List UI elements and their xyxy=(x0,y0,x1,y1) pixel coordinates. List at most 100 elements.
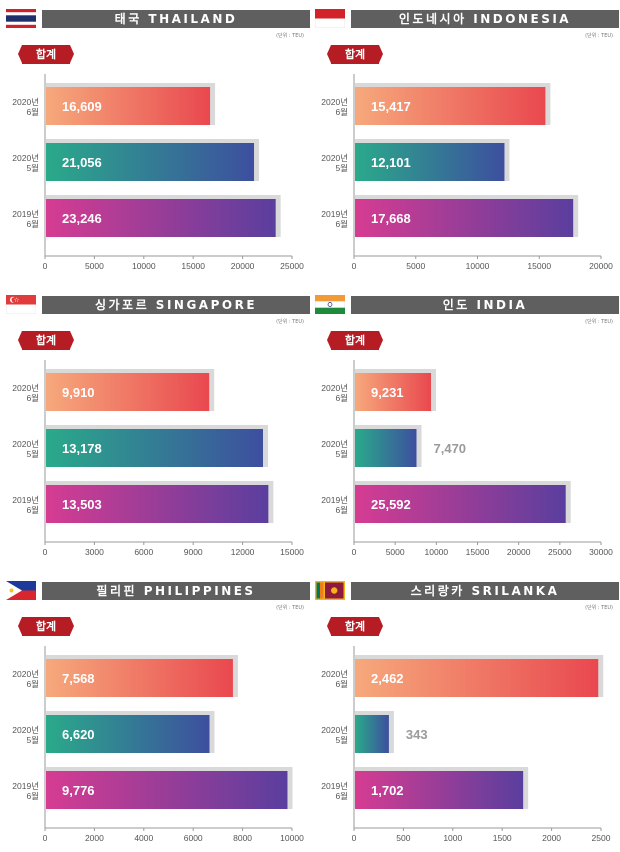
x-tick-label: 0 xyxy=(43,547,48,557)
data-label: 23,246 xyxy=(62,211,102,226)
x-tick-label: 2000 xyxy=(542,833,561,843)
bar xyxy=(46,771,288,809)
x-tick-label: 4000 xyxy=(134,833,153,843)
sum-tag: 합계 xyxy=(327,45,383,64)
x-tick-label: 6000 xyxy=(134,547,153,557)
panel-india: 인도 INDIA (단위 : TEU) 합계 0 5000 10000 15000 20… xyxy=(313,286,619,566)
data-label: 9,910 xyxy=(62,385,95,400)
bar xyxy=(355,429,417,467)
bar xyxy=(46,373,210,411)
panel-indonesia: 인도네시아 INDONESIA (단위 : TEU) 합계 0 5000 10000… xyxy=(313,0,619,280)
bar xyxy=(355,715,389,753)
x-tick-label: 6000 xyxy=(184,833,203,843)
category-label: 2019년 6월 xyxy=(12,495,39,515)
x-tick-label: 0 xyxy=(43,261,48,271)
data-label: 16,609 xyxy=(62,99,102,114)
singapore-bar-chart: 0 3000 6000 9000 12000 15000 2020년 6월 9,910 2020년… xyxy=(12,360,304,557)
sum-tag: 합계 xyxy=(327,331,383,350)
data-label: 13,503 xyxy=(62,497,102,512)
category-label: 2020년 6월 xyxy=(12,669,39,689)
chart-title: 인도네시아 INDONESIA xyxy=(351,10,619,28)
singapore-flag-icon xyxy=(6,295,36,314)
category-label: 2019년 6월 xyxy=(321,781,348,801)
panel-thailand: 태국 THAILAND (단위 : TEU) 합계 0 5000 10000 1500… xyxy=(4,0,310,280)
sum-tag: 합계 xyxy=(18,45,74,64)
bar xyxy=(355,87,546,125)
x-tick-label: 5000 xyxy=(85,261,104,271)
x-tick-label: 10000 xyxy=(132,261,156,271)
category-label: 2020년 5월 xyxy=(12,153,39,173)
category-label: 2020년 5월 xyxy=(321,439,348,459)
bar xyxy=(46,485,269,523)
category-label: 2019년 6월 xyxy=(12,781,39,801)
thailand-flag-icon xyxy=(6,9,36,28)
x-tick-label: 1000 xyxy=(443,833,462,843)
x-tick-label: 2000 xyxy=(85,833,104,843)
chart-title: 싱가포르 SINGAPORE xyxy=(42,296,310,314)
bar xyxy=(46,87,211,125)
category-label: 2020년 6월 xyxy=(12,383,39,403)
india-flag-icon xyxy=(315,295,345,314)
x-tick-label: 8000 xyxy=(233,833,252,843)
chart-title: 필리핀 PHILIPPINES xyxy=(42,582,310,600)
data-label: 7,470 xyxy=(434,441,467,456)
x-tick-label: 20000 xyxy=(589,261,613,271)
x-tick-label: 5000 xyxy=(386,547,405,557)
indonesia-flag-icon xyxy=(315,9,345,28)
bar xyxy=(46,143,255,181)
x-tick-label: 15000 xyxy=(466,547,490,557)
bar xyxy=(355,199,574,237)
sum-tag: 합계 xyxy=(18,331,74,350)
data-label: 1,702 xyxy=(371,783,404,798)
sum-tag: 합계 xyxy=(18,617,74,636)
panel-singapore: 싱가포르 SINGAPORE (단위 : TEU) 합계 0 3000 6000 90… xyxy=(4,286,310,566)
x-tick-label: 2500 xyxy=(592,833,611,843)
bar xyxy=(355,143,505,181)
category-label: 2020년 5월 xyxy=(12,439,39,459)
category-label: 2019년 6월 xyxy=(12,209,39,229)
x-tick-label: 0 xyxy=(43,833,48,843)
panel-philippines: 필리핀 PHILIPPINES (단위 : TEU) 합계 0 2000 4000 6… xyxy=(4,572,310,852)
bar xyxy=(46,429,263,467)
unit-label: (단위 : TEU) xyxy=(276,319,304,325)
x-tick-label: 9000 xyxy=(184,547,203,557)
data-label: 15,417 xyxy=(371,99,411,114)
x-tick-label: 10000 xyxy=(280,833,304,843)
bar xyxy=(46,199,276,237)
panel-srilanka: 스리랑카 SRILANKA (단위 : TEU) 합계 0 500 1000 1500… xyxy=(313,572,619,852)
category-label: 2019년 6월 xyxy=(321,495,348,515)
x-tick-label: 25000 xyxy=(548,547,572,557)
data-label: 13,178 xyxy=(62,441,102,456)
x-tick-label: 3000 xyxy=(85,547,104,557)
category-label: 2020년 5월 xyxy=(321,153,348,173)
unit-label: (단위 : TEU) xyxy=(276,33,304,39)
data-label: 17,668 xyxy=(371,211,411,226)
x-tick-label: 10000 xyxy=(466,261,490,271)
sum-tag: 합계 xyxy=(327,617,383,636)
x-tick-label: 15000 xyxy=(181,261,205,271)
data-label: 7,568 xyxy=(62,671,95,686)
unit-label: (단위 : TEU) xyxy=(276,605,304,611)
data-label: 25,592 xyxy=(371,497,411,512)
bar xyxy=(355,485,566,523)
india-bar-chart: 0 5000 10000 15000 20000 25000 30000 2020년 6월 9,2… xyxy=(321,360,613,557)
x-tick-label: 25000 xyxy=(280,261,304,271)
indonesia-bar-chart: 0 5000 10000 15000 20000 2020년 6월 15,417 2020년 5월… xyxy=(321,74,613,271)
data-label: 9,231 xyxy=(371,385,404,400)
category-label: 2020년 5월 xyxy=(321,725,348,745)
chart-title: 태국 THAILAND xyxy=(42,10,310,28)
x-tick-label: 15000 xyxy=(527,261,551,271)
chart-title: 인도 INDIA xyxy=(351,296,619,314)
category-label: 2020년 6월 xyxy=(12,97,39,117)
category-label: 2020년 6월 xyxy=(321,97,348,117)
chart-title: 스리랑카 SRILANKA xyxy=(351,582,619,600)
x-tick-label: 30000 xyxy=(589,547,613,557)
unit-label: (단위 : TEU) xyxy=(585,33,613,39)
x-tick-label: 15000 xyxy=(280,547,304,557)
srilanka-flag-icon xyxy=(315,581,345,600)
data-label: 2,462 xyxy=(371,671,404,686)
category-label: 2020년 6월 xyxy=(321,383,348,403)
unit-label: (단위 : TEU) xyxy=(585,319,613,325)
x-tick-label: 5000 xyxy=(406,261,425,271)
thailand-bar-chart: 0 5000 10000 15000 20000 25000 2020년 6월 16,609 20… xyxy=(12,74,304,271)
